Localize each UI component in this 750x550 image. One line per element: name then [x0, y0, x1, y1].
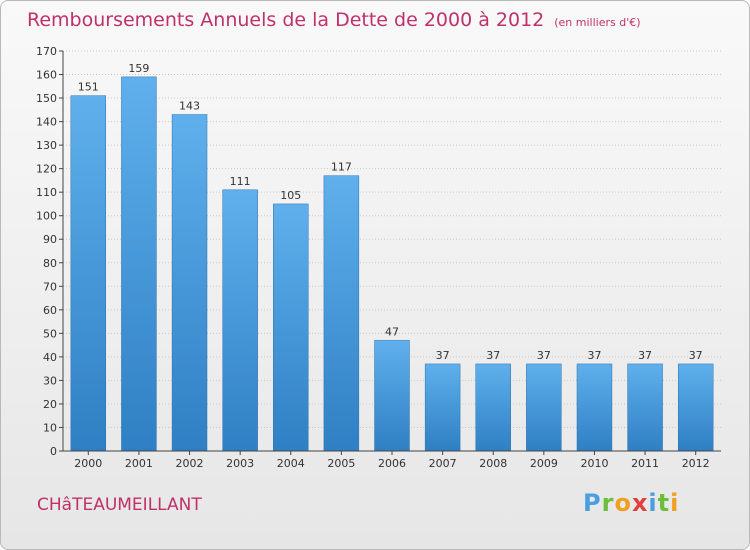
bar-value-label: 47	[385, 325, 399, 338]
bar	[627, 363, 663, 452]
title-unit: (en milliers d'€)	[554, 16, 641, 29]
logo-letter: t	[657, 489, 671, 517]
bar	[222, 189, 258, 452]
bar-value-label: 159	[128, 62, 149, 75]
bar	[677, 363, 714, 452]
y-tick-label: 110	[36, 186, 57, 199]
bar-value-label: 37	[436, 349, 450, 362]
bar-value-label: 117	[331, 161, 352, 174]
x-tick-label: 2004	[277, 457, 305, 470]
x-tick-label: 2006	[378, 457, 406, 470]
axes: 0 10 20 30 40 50 60 70 80 90 100 110 120 130 140 150 160…	[36, 45, 721, 470]
x-tick-label: 2011	[631, 457, 659, 470]
y-tick-label: 80	[43, 257, 57, 270]
bar	[475, 363, 511, 452]
y-tick-label: 70	[43, 280, 57, 293]
y-tick-label: 130	[36, 139, 57, 152]
bar-value-label: 105	[280, 189, 301, 202]
commune-name: CHâTEAUMEILLANT	[37, 495, 202, 515]
bar	[576, 363, 613, 452]
bar-value-label: 151	[78, 81, 99, 94]
bar-value-label: 37	[689, 349, 703, 362]
bar-value-label: 111	[230, 175, 251, 188]
x-tick-label: 2000	[74, 457, 102, 470]
logo-letter: x	[631, 489, 649, 517]
y-tick-label: 120	[36, 163, 57, 176]
x-tick-label: 2005	[327, 457, 355, 470]
title-text: Remboursements Annuels de la Dette de 20…	[27, 9, 545, 31]
y-tick-label: 160	[36, 69, 57, 82]
y-tick-label: 50	[43, 327, 57, 340]
bar	[374, 340, 410, 452]
y-tick-label: 20	[43, 398, 57, 411]
bars: 151 159 143 111 105 117 47 37 37 37 37 37 37	[70, 62, 714, 452]
chart-title: Remboursements Annuels de la Dette de 20…	[27, 9, 641, 31]
x-tick-label: 2001	[125, 457, 153, 470]
bar-value-label: 37	[486, 349, 500, 362]
logo-letter: r	[601, 489, 615, 517]
logo-letter: P	[583, 489, 602, 517]
bar	[526, 363, 562, 452]
bar-value-label: 37	[537, 349, 551, 362]
x-tick-label: 2003	[226, 457, 254, 470]
logo-letter: o	[614, 489, 632, 517]
y-tick-label: 0	[50, 445, 57, 458]
x-tick-label: 2012	[682, 457, 710, 470]
y-tick-label: 100	[36, 210, 57, 223]
x-tick-label: 2009	[530, 457, 558, 470]
logo-letter: i	[670, 489, 680, 517]
y-tick-label: 150	[36, 92, 57, 105]
y-tick-label: 30	[43, 374, 57, 387]
y-tick-label: 10	[43, 421, 57, 434]
bar	[171, 114, 208, 452]
y-tick-label: 170	[36, 45, 57, 58]
bar-value-label: 143	[179, 100, 200, 113]
bar	[323, 175, 360, 452]
y-tick-label: 140	[36, 116, 57, 129]
x-tick-label: 2007	[429, 457, 457, 470]
bar	[424, 363, 461, 452]
x-tick-label: 2008	[479, 457, 507, 470]
proxiti-logo: Proxiti	[583, 489, 679, 517]
x-tick-label: 2002	[176, 457, 204, 470]
y-tick-label: 90	[43, 233, 57, 246]
bar-value-label: 37	[638, 349, 652, 362]
y-tick-label: 60	[43, 304, 57, 317]
bar-value-label: 37	[587, 349, 601, 362]
logo-letter: i	[648, 489, 658, 517]
x-tick-label: 2010	[580, 457, 608, 470]
bar	[273, 203, 309, 452]
y-tick-label: 40	[43, 351, 57, 364]
bar	[121, 76, 157, 452]
bar	[70, 95, 107, 452]
